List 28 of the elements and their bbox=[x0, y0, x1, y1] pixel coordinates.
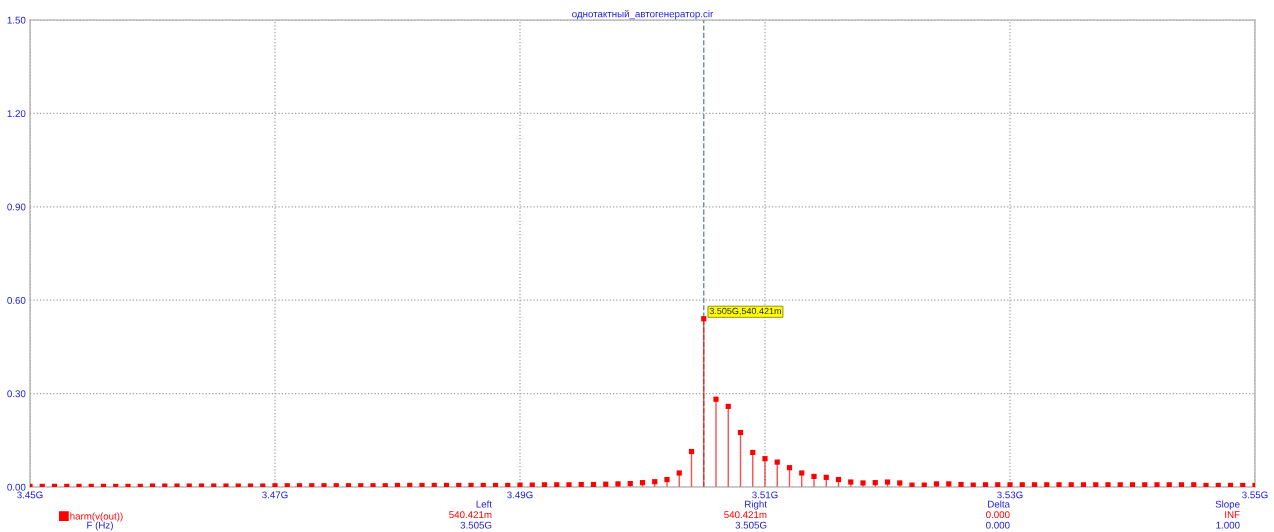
text: 1.000 bbox=[1216, 521, 1240, 529]
x-tick-label: 3.45G bbox=[17, 491, 43, 499]
x-tick-label: 3.49G bbox=[507, 491, 533, 499]
text: 0.000 bbox=[986, 511, 1010, 519]
x-tick-label: 3.51G bbox=[752, 491, 778, 499]
x-tick-label: 3.55G bbox=[1242, 491, 1268, 499]
y-tick-label: 0.30 bbox=[7, 390, 26, 398]
text: 3.505G bbox=[460, 521, 492, 529]
text: INF bbox=[1225, 511, 1240, 519]
x-axis-title: F (Hz) bbox=[87, 521, 113, 531]
annotation: 3.505G,540.421m bbox=[709, 307, 781, 316]
text: Delta bbox=[988, 500, 1010, 508]
y-tick-label: 0.60 bbox=[7, 296, 26, 304]
y-tick-label: 0.90 bbox=[7, 203, 26, 211]
x-tick-label: 3.53G bbox=[997, 491, 1023, 499]
text: 0.000 bbox=[986, 521, 1010, 529]
legend-label: harm(v(out)) bbox=[70, 512, 123, 522]
text: Slope bbox=[1215, 500, 1240, 510]
x-tick-label: 3.47G bbox=[262, 491, 288, 499]
text: 540.421m bbox=[724, 511, 767, 519]
y-tick-label: 0.00 bbox=[7, 483, 26, 491]
text: 3.505G bbox=[735, 521, 767, 529]
y-tick-label: 1.20 bbox=[7, 110, 26, 118]
text: Left bbox=[476, 500, 492, 508]
text: Right bbox=[745, 500, 767, 510]
chart-title: однотактный_автогенератор.cir bbox=[572, 10, 714, 20]
y-tick-label: 1.50 bbox=[7, 16, 26, 24]
text: 540.421m bbox=[449, 511, 492, 519]
